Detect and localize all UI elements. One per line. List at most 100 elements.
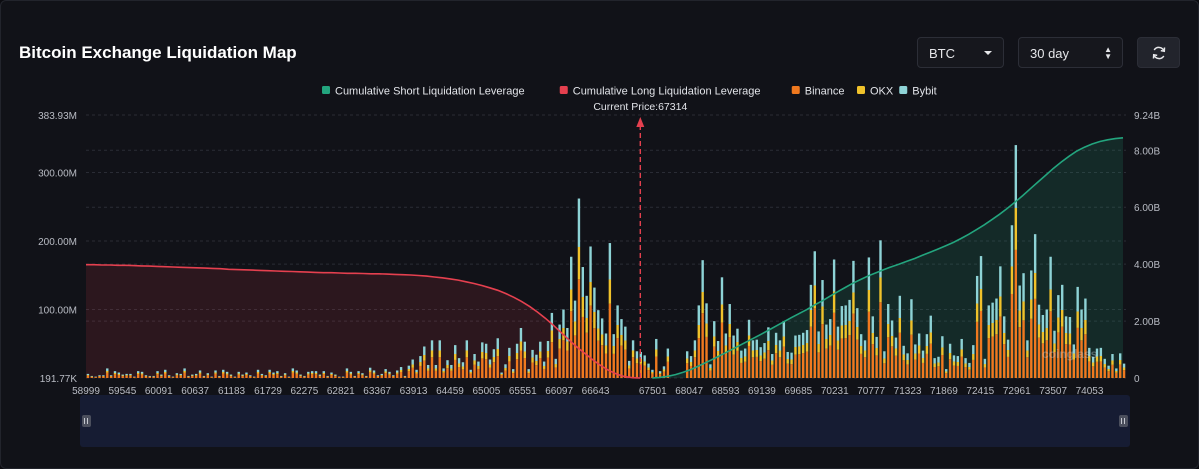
bar-okx xyxy=(790,359,793,365)
bar-okx xyxy=(117,374,121,375)
bar-binance xyxy=(202,376,206,378)
bar-binance xyxy=(1115,372,1118,378)
bar-bybit xyxy=(1103,358,1106,364)
bar-okx xyxy=(890,335,894,347)
bar-okx xyxy=(581,296,584,317)
bar-binance xyxy=(767,350,770,378)
bar-binance xyxy=(86,375,90,378)
bar-bybit xyxy=(237,371,240,374)
bar-bybit xyxy=(353,375,356,377)
bar-bybit xyxy=(446,360,449,365)
bar-bybit xyxy=(454,345,457,354)
bar-okx xyxy=(1030,299,1033,319)
bar-bybit xyxy=(121,374,124,376)
bar-okx xyxy=(415,372,418,374)
bar-binance xyxy=(968,369,971,378)
bar-binance xyxy=(396,373,399,378)
bar-bybit xyxy=(1068,317,1072,334)
bar-binance xyxy=(160,376,163,378)
bar-bybit xyxy=(380,373,383,375)
bar-okx xyxy=(840,325,844,339)
bar-binance xyxy=(856,339,859,378)
legend-item[interactable]: Binance xyxy=(791,86,845,98)
coin-select[interactable]: BTC xyxy=(917,37,1004,68)
bar-bybit xyxy=(890,320,894,336)
x-tick: 63367 xyxy=(363,386,391,397)
x-tick: 71323 xyxy=(894,386,922,397)
bar-okx xyxy=(856,326,859,340)
bar-binance xyxy=(813,308,816,378)
legend[interactable]: Cumulative Short Liquidation Leverage Cum… xyxy=(322,86,937,98)
bar-okx xyxy=(798,346,801,355)
bar-okx xyxy=(330,374,333,375)
bar-okx xyxy=(419,362,422,366)
bar-binance xyxy=(465,357,469,378)
bar-bybit xyxy=(322,371,325,373)
bar-okx xyxy=(972,354,975,360)
range-select[interactable]: 30 day ▲ ▼ xyxy=(1018,37,1123,68)
bar-binance xyxy=(616,338,619,378)
bar-okx xyxy=(179,375,182,376)
refresh-button[interactable] xyxy=(1137,37,1180,68)
bar-bybit xyxy=(191,374,194,376)
bar-bybit xyxy=(774,332,778,345)
bar-bybit xyxy=(546,341,550,351)
bar-binance xyxy=(229,376,233,378)
bar-bybit xyxy=(666,348,670,357)
bar-binance xyxy=(218,376,221,378)
bar-okx xyxy=(941,347,944,356)
bar-okx xyxy=(1088,356,1091,362)
bar-binance xyxy=(999,316,1002,378)
grid-lines xyxy=(86,114,1126,379)
legend-item[interactable]: Cumulative Short Liquidation Leverage xyxy=(322,86,525,98)
legend-item[interactable]: Cumulative Long Liquidation Leverage xyxy=(559,86,761,98)
bar-binance xyxy=(210,377,213,378)
bar-binance xyxy=(287,377,291,378)
bar-bybit xyxy=(585,295,588,318)
bar-bybit xyxy=(129,373,132,375)
bar-okx xyxy=(469,372,472,374)
bar-okx xyxy=(1080,327,1083,341)
bar-okx xyxy=(813,285,816,309)
bar-okx xyxy=(361,374,364,376)
bar-binance xyxy=(1045,340,1048,378)
bar-binance xyxy=(736,350,739,378)
bar-okx xyxy=(709,368,712,371)
legend-label: Cumulative Short Liquidation Leverage xyxy=(335,86,525,98)
slider-right-handle[interactable] xyxy=(1119,415,1128,427)
legend-item[interactable]: OKX xyxy=(857,86,894,98)
bar-binance xyxy=(322,374,325,378)
bar-okx xyxy=(434,368,438,371)
bar-binance xyxy=(844,338,847,378)
y-left-tick: 200.00M xyxy=(38,237,77,248)
bar-bybit xyxy=(140,371,144,374)
bar-binance xyxy=(179,375,182,378)
legend-item[interactable]: Bybit xyxy=(899,86,937,98)
bar-okx xyxy=(477,366,480,369)
bar-binance xyxy=(840,338,844,378)
bar-binance xyxy=(1006,356,1010,378)
bar-binance xyxy=(643,365,646,378)
bar-bybit xyxy=(801,332,805,345)
bar-okx xyxy=(685,358,689,364)
bar-bybit xyxy=(376,375,380,376)
bar-bybit xyxy=(643,355,646,362)
bar-binance xyxy=(113,374,117,378)
bar-okx xyxy=(979,288,983,311)
y-left-tick: 191.77K xyxy=(40,374,78,385)
bar-binance xyxy=(1061,326,1064,378)
bar-bybit xyxy=(566,327,569,342)
bar-okx xyxy=(917,345,921,354)
bar-binance xyxy=(430,357,434,378)
bar-bybit xyxy=(581,267,584,297)
bar-okx xyxy=(604,345,608,354)
bar-bybit xyxy=(113,371,117,373)
bar-binance xyxy=(836,349,840,378)
bar-okx xyxy=(794,347,797,355)
bar-bybit xyxy=(743,348,747,357)
bar-binance xyxy=(434,370,438,378)
bar-okx xyxy=(106,371,109,373)
bar-okx xyxy=(620,334,623,346)
zoom-slider[interactable] xyxy=(80,395,1130,447)
slider-left-handle[interactable] xyxy=(82,415,91,427)
